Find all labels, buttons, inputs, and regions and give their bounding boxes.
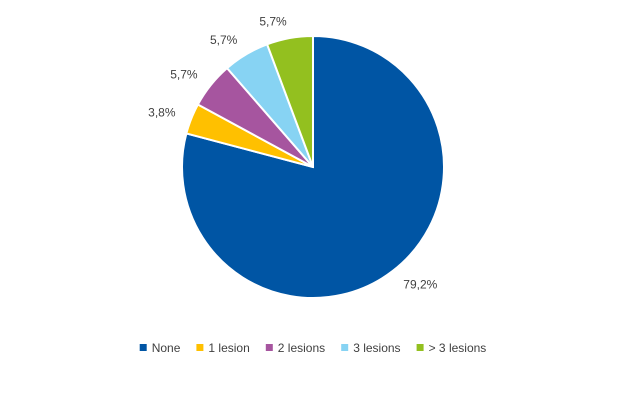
pie-slice-labels: 79,2% 3,8% 5,7% 5,7% 5,7%: [148, 14, 438, 291]
legend-swatch-0: [139, 344, 147, 351]
legend-label-2: 2 lesions: [278, 341, 325, 355]
pie-slice-label-4: 5,7%: [259, 14, 287, 28]
legend-label-1: 1 lesion: [208, 341, 249, 355]
pie-slice-label-1: 3,8%: [148, 105, 176, 119]
legend-swatch-2: [265, 344, 273, 351]
legend: None 1 lesion 2 lesions 3 lesions > 3 lesion…: [139, 341, 487, 355]
legend-label-0: None: [152, 341, 181, 355]
pie-slice-label-2: 5,7%: [170, 67, 198, 81]
legend-swatch-4: [416, 344, 424, 351]
legend-swatch-3: [341, 344, 349, 351]
pie-slices: [181, 34, 445, 299]
pie-slice-4: [265, 34, 314, 168]
pie-slice-label-0: 79,2%: [403, 277, 437, 291]
legend-label-4: > 3 lesions: [429, 341, 487, 355]
legend-label-3: 3 lesions: [353, 341, 400, 355]
legend-swatch-1: [196, 344, 204, 351]
pie-slice-label-3: 5,7%: [210, 33, 238, 47]
